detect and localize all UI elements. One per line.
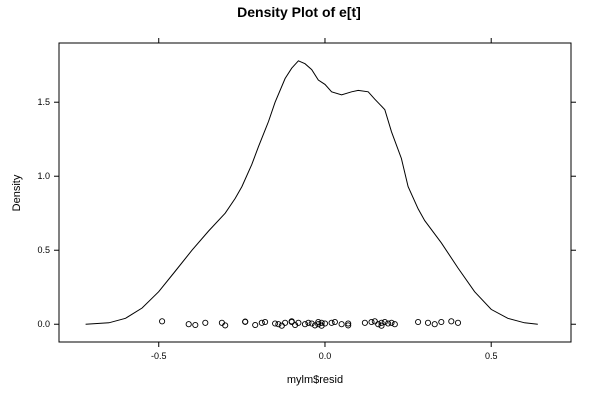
rug-point (185, 321, 192, 328)
rug-point (315, 321, 322, 328)
rug-point (438, 318, 445, 326)
density-curve-group (85, 60, 538, 325)
density-curve (85, 60, 538, 325)
y-axis-label: Density (11, 174, 23, 211)
y-tick-label: 0.0 (37, 319, 50, 329)
rug-point (415, 318, 422, 326)
x-tick-label: -0.5 (151, 351, 167, 361)
rug-point (262, 318, 269, 326)
rug-point (202, 319, 209, 326)
plot-frame (58, 42, 572, 343)
rug-point (242, 318, 249, 325)
y-tick-label: 0.5 (37, 245, 50, 255)
rug-point (282, 319, 289, 326)
rug-point (318, 319, 325, 326)
rug-point (252, 321, 259, 329)
rug-point (272, 320, 279, 327)
rug-point (222, 322, 229, 329)
chart-title: Density Plot of e[t] (237, 4, 361, 20)
rug-point (385, 320, 392, 327)
rug-point (295, 319, 302, 326)
rug-point (345, 320, 352, 327)
rug-point (258, 319, 265, 326)
rug-point (448, 318, 455, 325)
rug-point (431, 321, 438, 328)
rug-point (275, 321, 282, 328)
rug-point (368, 318, 375, 326)
rug-point (375, 321, 382, 328)
rug-point (315, 318, 322, 326)
y-tick-label: 1.5 (37, 97, 50, 107)
rug-point (321, 320, 329, 327)
rug-point (328, 319, 335, 326)
rug-point (192, 321, 199, 329)
rug-point (311, 322, 319, 329)
rug-point (378, 319, 385, 326)
rug-point (381, 318, 388, 326)
rug-point (305, 319, 312, 326)
rug-point (159, 318, 166, 325)
x-axis-label: mylm$resid (287, 374, 343, 386)
rug-point (424, 319, 432, 326)
rug-point (454, 319, 462, 326)
rug-point (361, 319, 368, 326)
x-tick-label: 0.0 (319, 351, 332, 361)
rug-point (388, 319, 395, 326)
rug-point (308, 320, 315, 327)
rug-point (331, 318, 338, 326)
rug-points (159, 318, 462, 329)
rug-point (288, 318, 295, 326)
rug-point (378, 322, 385, 329)
rug-point (338, 321, 345, 328)
y-tick-label: 1.0 (37, 171, 50, 181)
x-tick-label: 0.5 (485, 351, 498, 361)
axis-ticks: -0.5 0.0 0.5 0.0 0.5 1.0 1.5 (37, 38, 576, 361)
rug-point (371, 318, 378, 325)
rug-point (301, 321, 309, 328)
rug-point (391, 321, 398, 328)
rug-point (345, 322, 352, 329)
